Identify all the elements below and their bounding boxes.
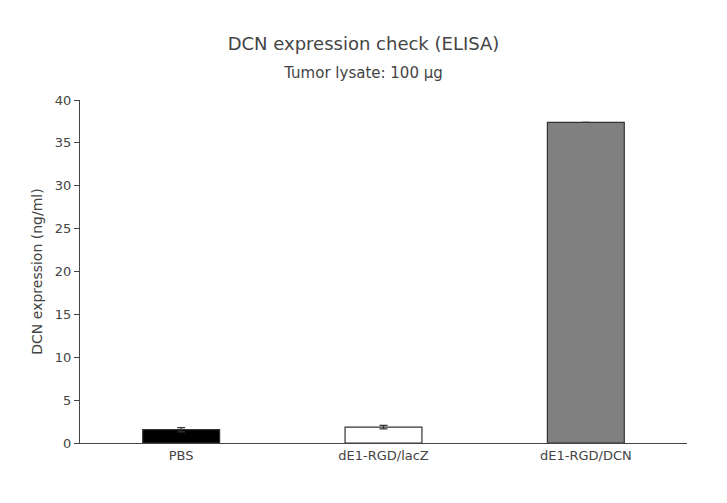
svg-text:10: 10 bbox=[55, 350, 72, 365]
svg-text:DCN expression (ng/ml): DCN expression (ng/ml) bbox=[29, 188, 45, 354]
svg-text:20: 20 bbox=[55, 264, 72, 279]
svg-text:40: 40 bbox=[55, 93, 72, 108]
svg-text:PBS: PBS bbox=[169, 448, 194, 463]
svg-text:dE1-RGD/lacZ: dE1-RGD/lacZ bbox=[338, 448, 429, 463]
svg-text:30: 30 bbox=[55, 178, 72, 193]
svg-text:DCN expression check (ELISA): DCN expression check (ELISA) bbox=[228, 33, 500, 54]
svg-text:25: 25 bbox=[55, 221, 72, 236]
svg-text:35: 35 bbox=[55, 135, 72, 150]
svg-text:dE1-RGD/DCN: dE1-RGD/DCN bbox=[540, 448, 632, 463]
svg-text:Tumor lysate: 100 μg: Tumor lysate: 100 μg bbox=[283, 64, 443, 82]
svg-text:0: 0 bbox=[63, 436, 71, 451]
svg-text:5: 5 bbox=[63, 393, 71, 408]
svg-text:15: 15 bbox=[55, 307, 72, 322]
